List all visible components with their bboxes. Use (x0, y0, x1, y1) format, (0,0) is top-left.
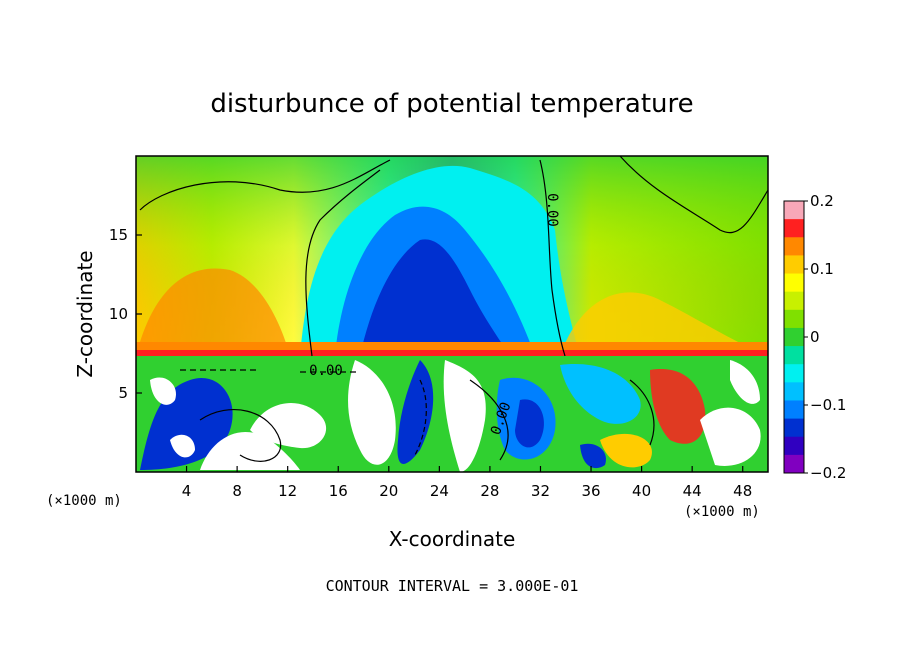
colorbar-segment (784, 454, 804, 474)
y-tick-label: 10 (109, 305, 128, 323)
colorbar-ticks: 0.2 0.1 0 −0.1 −0.2 (804, 192, 846, 482)
colorbar-segment (784, 201, 804, 220)
x-axis-ticks: 4 8 12 16 20 24 28 32 36 40 44 48 (182, 466, 752, 500)
contour-lines (139, 156, 768, 462)
chart-title: disturbunce of potential temperature (210, 89, 693, 119)
y-tick-label: 15 (109, 226, 128, 244)
colorbar-tick-label: −0.2 (810, 464, 846, 482)
warm-lobe-right (560, 292, 768, 356)
colorbar-tick-label: 0 (810, 328, 820, 346)
x-unit-right: (×1000 m) (684, 504, 760, 520)
colorbar-tick-label: −0.1 (810, 396, 846, 414)
zero-contour-plume-left (305, 169, 381, 357)
colorbar-segment (784, 418, 804, 438)
contour-interval-note: CONTOUR INTERVAL = 3.000E-01 (326, 577, 579, 595)
zero-contour-right (619, 156, 768, 234)
eddy-contour-4 (629, 379, 655, 446)
colorbar-segment (784, 400, 804, 420)
x-tick-label: 16 (329, 482, 348, 500)
eddy-contour-1 (199, 409, 282, 462)
eddy-contour-3 (414, 379, 427, 456)
colorbar-segment (784, 327, 804, 347)
x-tick-label: 36 (581, 482, 600, 500)
x-tick-label: 32 (531, 482, 550, 500)
y-axis-ticks: 5 10 15 (109, 226, 142, 402)
colorbar-segment (784, 309, 804, 329)
turbulent-eddies (140, 360, 761, 472)
warm-lobe-left (136, 268, 290, 356)
x-tick-label: 4 (182, 482, 192, 500)
x-tick-label: 12 (278, 482, 297, 500)
cold-plume-core (360, 239, 510, 356)
x-unit-left: (×1000 m) (46, 493, 122, 509)
y-tick-label: 5 (118, 384, 128, 402)
eddy-contour-2 (469, 379, 509, 461)
colorbar-segment (784, 273, 804, 293)
contour-label-left: 0.00 (309, 363, 343, 379)
plot-area (136, 156, 768, 472)
x-tick-label: 20 (379, 482, 398, 500)
colorbar-segment (784, 346, 804, 365)
inversion-band-red (136, 350, 768, 356)
inversion-band (136, 342, 768, 352)
colorbar-tick-label: 0.2 (810, 192, 834, 210)
colorbar-segment (784, 219, 804, 238)
colorbar (784, 201, 804, 474)
y-axis-label: Z-coordinate (73, 250, 97, 377)
colorbar-segment (784, 382, 804, 401)
x-tick-label: 24 (430, 482, 449, 500)
x-axis-label: X-coordinate (389, 527, 516, 551)
contour-label-top: 0.00 (544, 193, 560, 227)
x-tick-label: 40 (632, 482, 651, 500)
colorbar-segment (784, 436, 804, 456)
colorbar-segment (784, 364, 804, 383)
zero-contour-plume-right (539, 159, 566, 357)
x-tick-label: 44 (683, 482, 702, 500)
zero-contour-left (139, 159, 391, 211)
colorbar-tick-label: 0.1 (810, 260, 834, 278)
colorbar-segment (784, 255, 804, 275)
colorbar-segment (784, 291, 804, 311)
x-tick-label: 48 (733, 482, 752, 500)
colorbar-segment (784, 237, 804, 256)
x-tick-label: 28 (480, 482, 499, 500)
interface-dashed (180, 369, 360, 373)
x-tick-label: 8 (232, 482, 242, 500)
